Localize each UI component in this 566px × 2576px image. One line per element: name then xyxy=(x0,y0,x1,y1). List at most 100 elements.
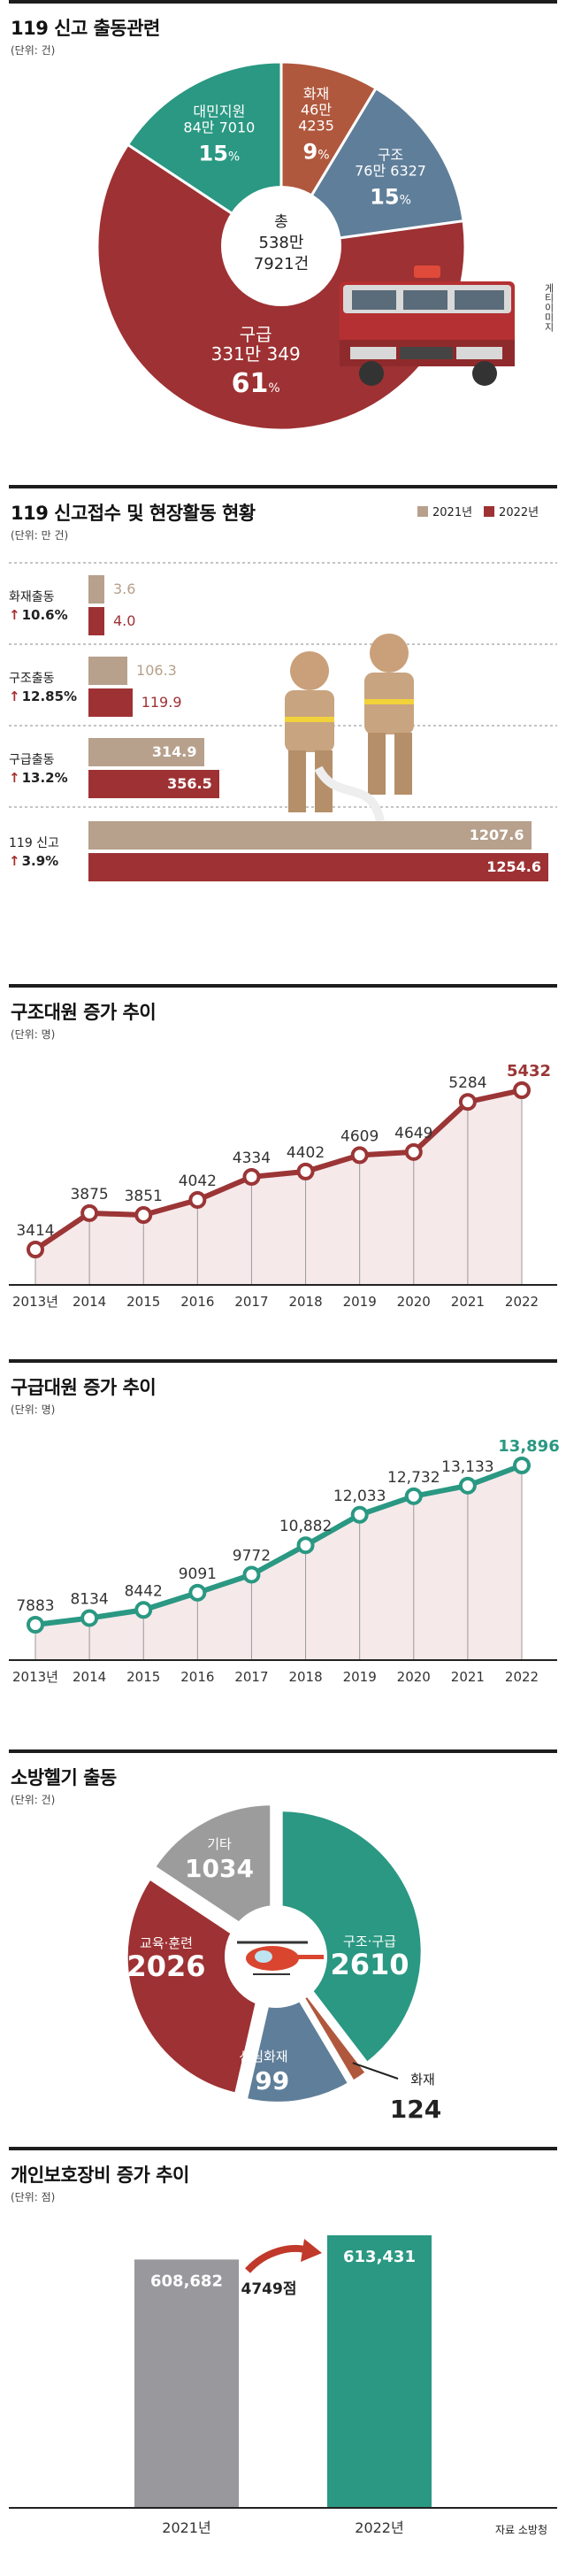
bar-2021: 314.9 xyxy=(88,738,204,766)
pie-slice xyxy=(151,1802,274,1949)
row-label: 119 신고 xyxy=(9,836,59,850)
slice-label: 331만 349 xyxy=(211,343,301,365)
increase-label: 4749점 xyxy=(241,2280,297,2298)
point-label: 9772 xyxy=(233,1547,271,1565)
data-point xyxy=(404,1142,423,1161)
x-tick-label: 2014 xyxy=(73,1669,106,1685)
section-title: 구조대원 증가 추이 xyxy=(11,1002,157,1023)
center-total-value: 538만 xyxy=(259,234,304,252)
x-tick-label: 2014 xyxy=(73,1294,106,1310)
data-point xyxy=(350,1505,369,1524)
point-label: 10,882 xyxy=(279,1518,332,1535)
row-change-value: 12.85% xyxy=(21,688,78,704)
section-divider xyxy=(9,485,557,488)
bar-value-label: 356.5 xyxy=(167,775,212,792)
slice-label: 76만 6327 xyxy=(355,163,426,180)
up-arrow-icon: ↑ xyxy=(9,853,20,869)
slice-label: 기타 xyxy=(207,1836,232,1852)
slice-label: 화재 xyxy=(303,85,329,102)
response-grid xyxy=(9,562,557,823)
data-point xyxy=(296,1162,315,1180)
x-tick-label: 2022년 xyxy=(355,2519,403,2536)
point-label: 4402 xyxy=(287,1144,325,1162)
legend-swatch-2022 xyxy=(484,505,495,517)
unit-label: (단위: 점) xyxy=(11,2191,56,2203)
data-point xyxy=(242,1565,261,1584)
data-point xyxy=(188,1190,207,1209)
row-change: ↑ 3.9% xyxy=(9,853,58,869)
section-divider xyxy=(9,984,557,988)
point-label: 13,133 xyxy=(441,1458,493,1476)
data-point xyxy=(404,1487,423,1505)
source-note: 자료 소방청 xyxy=(495,2524,548,2536)
bar xyxy=(134,2259,239,2508)
point-label: 9091 xyxy=(179,1565,217,1583)
dispatch-section: 119 신고 출동관련 (단위: 건) 총 538만 7921건 화재 46만 4235 9… xyxy=(0,0,566,442)
pie-slice xyxy=(279,1808,424,2066)
bar-value-label: 608,682 xyxy=(150,2272,223,2290)
bar-2021: 1207.6 xyxy=(88,821,532,850)
data-point xyxy=(513,1457,531,1474)
slice-label: 구급 xyxy=(240,324,272,345)
center-total-value: 7921건 xyxy=(254,255,309,273)
helicopter-window xyxy=(255,1950,272,1963)
bar-value-label: 613,431 xyxy=(343,2248,416,2266)
increase-arrow-head xyxy=(301,2239,322,2262)
bar-value-label: 1254.6 xyxy=(486,858,541,875)
slice-percent: 15% xyxy=(199,142,241,166)
row-label: 화재출동 xyxy=(9,590,55,604)
data-point xyxy=(350,1146,369,1165)
bar-value-label: 119.9 xyxy=(141,694,182,711)
firefighters-illustration xyxy=(285,634,414,823)
bar-2021: 106.3 xyxy=(88,657,177,685)
section-title: 소방헬기 출동 xyxy=(11,1767,117,1788)
data-point xyxy=(513,1081,531,1099)
x-tick-label: 2021년 xyxy=(162,2519,210,2536)
heli-section: 소방헬기 출동 (단위: 건) 구조·구급 2610 화재 124 산림화재 799 교육·… xyxy=(0,1749,566,2130)
x-tick-label: 2019 xyxy=(343,1294,377,1310)
point-label: 4042 xyxy=(179,1173,217,1190)
bar-2021: 3.6 xyxy=(88,575,135,604)
x-tick-label: 2022 xyxy=(505,1294,539,1310)
side-credit: 게티이미지 xyxy=(543,283,555,332)
up-arrow-icon: ↑ xyxy=(9,607,20,623)
x-tick-label: 2017 xyxy=(234,1669,268,1685)
slice-value: 799 xyxy=(238,2066,289,2095)
percent-sign: % xyxy=(317,148,329,162)
legend: 2021년 2022년 xyxy=(417,503,539,519)
slice-label: 대민지원 xyxy=(193,104,245,120)
data-point xyxy=(296,1536,315,1555)
bar-value-label: 106.3 xyxy=(136,662,177,679)
point-label: 3414 xyxy=(16,1222,54,1240)
helicopter-body xyxy=(246,1946,299,1971)
section-title: 119 신고 출동관련 xyxy=(11,18,160,39)
section-divider xyxy=(9,0,557,4)
fire-truck-illustration xyxy=(340,265,515,386)
point-label: 8442 xyxy=(125,1582,163,1600)
point-label: 5284 xyxy=(448,1074,486,1092)
slice-label: 화재 xyxy=(410,2072,435,2088)
row-change-value: 10.6% xyxy=(21,607,68,623)
point-label: 4334 xyxy=(233,1150,271,1167)
slice-label: 산림화재 xyxy=(239,2049,287,2065)
pie-slice xyxy=(124,1875,270,2097)
point-label: 4649 xyxy=(394,1125,432,1142)
unit-label: (단위: 명) xyxy=(11,1028,56,1041)
x-tick-label: 2021 xyxy=(451,1294,485,1310)
x-tick-label: 2015 xyxy=(126,1669,160,1685)
point-label: 8134 xyxy=(70,1590,108,1608)
point-label: 13,896 xyxy=(498,1437,559,1456)
data-point xyxy=(188,1583,207,1602)
data-point xyxy=(27,1241,44,1258)
helicopter-tail xyxy=(294,1955,324,1959)
slice-value: 124 xyxy=(390,2095,441,2124)
data-point xyxy=(458,1093,477,1111)
section-divider xyxy=(9,2147,557,2150)
row-change: ↑ 12.85% xyxy=(9,688,77,704)
data-point xyxy=(27,1616,44,1634)
pie-center-hole xyxy=(221,186,341,306)
percent-sign: % xyxy=(400,194,411,208)
unit-label: (단위: 만 건) xyxy=(11,529,69,542)
point-label: 3851 xyxy=(125,1188,163,1205)
